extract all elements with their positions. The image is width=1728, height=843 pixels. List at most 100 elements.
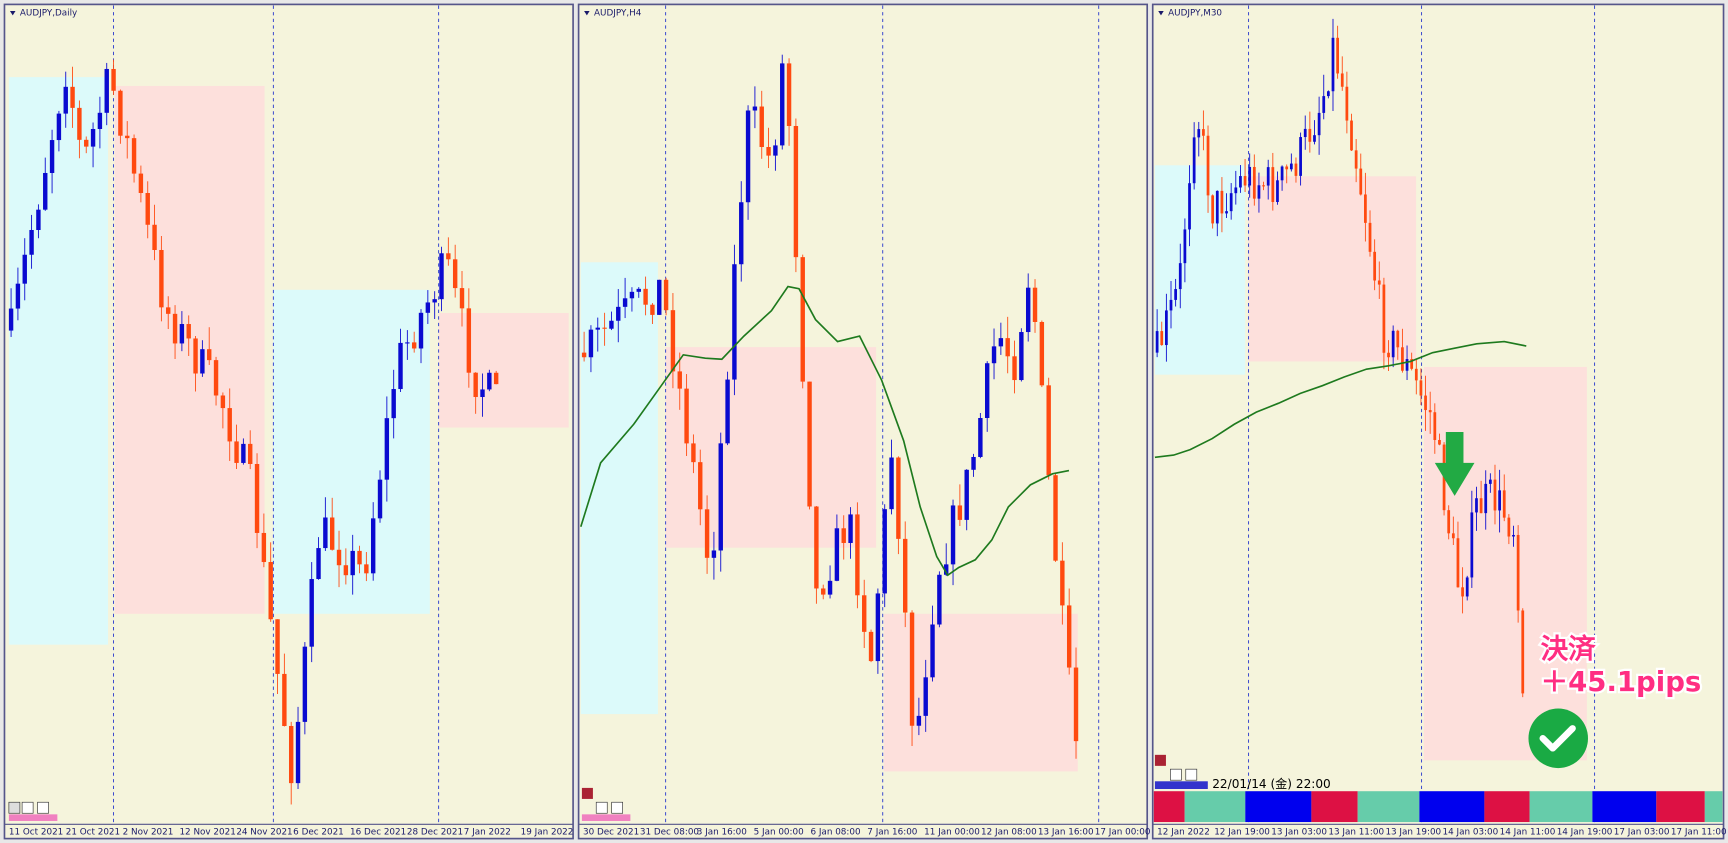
x-axis-label: 12 Nov 2021 (179, 827, 235, 837)
candle-body (1257, 185, 1261, 199)
candle-body (172, 313, 178, 344)
x-axis-label: 2 Nov 2021 (123, 827, 174, 837)
candle-body (1438, 439, 1441, 445)
candle-body (677, 371, 682, 389)
candle-body (684, 388, 689, 444)
candle-body (49, 140, 55, 173)
candle-body (1368, 222, 1372, 252)
candle-body (1479, 498, 1483, 514)
candle-body (1345, 86, 1349, 121)
candle-body (991, 346, 997, 364)
candle-body (1456, 538, 1460, 588)
candle-body (1401, 347, 1404, 371)
x-axis-label: 5 Jan 00:00 (754, 827, 805, 837)
timestamp: 22/01/14 (金) 22:00 (1212, 776, 1331, 791)
candle-body (622, 298, 628, 307)
strip-block (1592, 791, 1657, 823)
candle-body (957, 505, 963, 520)
icon[interactable] (1154, 754, 1166, 766)
title-marker (584, 11, 590, 16)
candle-body (786, 63, 792, 126)
candle-body (889, 457, 894, 510)
candle-body (903, 538, 908, 613)
candle-body (1396, 330, 1400, 348)
candle-body (391, 389, 396, 419)
x-axis-label: 14 Jan 11:00 (1500, 827, 1556, 837)
candle-body (1183, 229, 1187, 264)
candle-body (493, 372, 499, 385)
candle-body (773, 145, 778, 156)
candle-body (643, 288, 648, 305)
icon[interactable] (1185, 768, 1198, 781)
candle-body (439, 253, 444, 300)
x-axis-label: 17 Jan 11:00 (1671, 827, 1727, 837)
icon[interactable] (21, 801, 34, 814)
candle-body (1451, 533, 1455, 539)
swatch (8, 814, 58, 821)
candle-body (43, 172, 48, 210)
x-axis-label: 12 Jan 08:00 (981, 827, 1037, 837)
candle-body (1377, 280, 1381, 285)
candle-body (1005, 338, 1010, 357)
candle-body (759, 106, 764, 148)
candle-body (316, 548, 321, 580)
candle-body (609, 320, 614, 329)
candle-body (1243, 176, 1247, 186)
candle-body (1340, 73, 1344, 87)
candle-body (248, 443, 253, 464)
x-axis-label: 14 Jan 19:00 (1557, 827, 1613, 837)
title-marker (9, 11, 16, 16)
candle-body (862, 595, 867, 632)
candle-body (793, 125, 799, 258)
candle-body (944, 564, 949, 575)
icon[interactable] (37, 801, 49, 814)
x-axis-label: 24 Nov 2021 (236, 827, 292, 837)
candle-body (29, 229, 34, 255)
candle-body (1285, 166, 1289, 170)
candle-body (848, 514, 853, 543)
candle-body (1447, 510, 1451, 534)
candle-body (602, 327, 607, 329)
x-axis-label: 19 Jan 2022 (521, 827, 574, 837)
candle-body (1359, 168, 1363, 195)
candle-body (77, 107, 82, 140)
candle-body (487, 372, 492, 390)
candle-body (63, 86, 68, 114)
icon[interactable] (8, 801, 21, 814)
candle-body (138, 173, 144, 194)
candle-body (309, 579, 314, 647)
candle-body (827, 580, 833, 595)
annotation: ＋45.1pips (1541, 666, 1702, 698)
candle-body (1197, 129, 1201, 138)
candle-body (657, 279, 662, 315)
candle-body (971, 456, 976, 470)
candle-body (452, 259, 458, 289)
candle-body (616, 306, 621, 321)
candle-body (766, 147, 771, 156)
candle-body (1424, 395, 1427, 411)
candle-body (581, 352, 587, 358)
icon[interactable] (595, 801, 608, 814)
candle-body (1211, 195, 1215, 224)
icon[interactable] (1170, 768, 1182, 781)
candle-body (261, 532, 267, 563)
candle-body (595, 327, 600, 330)
x-axis-label: 13 Jan 19:00 (1385, 827, 1441, 837)
candle-body (1066, 605, 1072, 668)
x-axis-label: 30 Dec 2021 (583, 827, 639, 837)
x-axis-label: 12 Jan 2022 (1157, 827, 1210, 837)
x-axis-label: 14 Jan 03:00 (1443, 827, 1499, 837)
candle-body (70, 86, 75, 108)
candle-body (1073, 667, 1079, 742)
candle-body (1032, 287, 1038, 322)
icon[interactable] (581, 787, 593, 799)
candle-body (118, 90, 123, 136)
candle-body (1317, 112, 1321, 136)
strip-block (1357, 791, 1420, 823)
candle-body (1405, 359, 1409, 371)
icon[interactable] (611, 801, 624, 814)
candle-body (384, 418, 390, 480)
candle-body (282, 673, 287, 726)
candle-body (8, 308, 14, 331)
